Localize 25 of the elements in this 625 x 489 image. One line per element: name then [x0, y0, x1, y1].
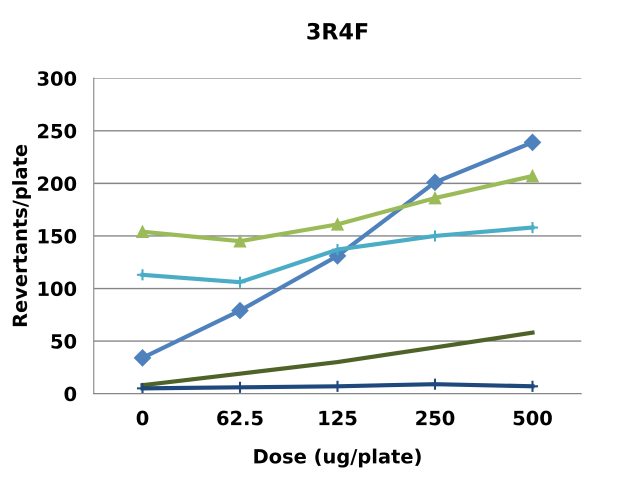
y-tick-label: 300	[38, 71, 76, 86]
x-tick-label: 0	[136, 410, 148, 426]
y-tick-label: 150	[38, 228, 76, 244]
x-tick-label: 125	[319, 410, 356, 426]
point	[134, 349, 152, 366]
y-axis-title: Revertants/plate	[12, 144, 31, 326]
point	[526, 170, 539, 182]
y-tick-label: 50	[52, 334, 76, 349]
x-tick-label: 500	[514, 410, 552, 426]
point	[426, 174, 444, 191]
point	[331, 218, 344, 231]
y-tick-label: 250	[38, 124, 76, 138]
point	[524, 134, 542, 151]
x-tick-label: 250	[416, 410, 454, 426]
y-tick-label: 0	[64, 386, 76, 402]
point	[231, 302, 249, 320]
x-tick-label: 62.5	[217, 410, 263, 426]
y-tick-label: 200	[38, 176, 76, 192]
chart-title: 3R4F	[307, 22, 368, 40]
point	[136, 225, 149, 238]
point	[234, 234, 246, 248]
y-tick-label: 100	[38, 281, 76, 296]
x-axis-title: Dose (ug/plate)	[254, 448, 421, 468]
point	[428, 192, 442, 204]
line-series	[140, 330, 535, 388]
